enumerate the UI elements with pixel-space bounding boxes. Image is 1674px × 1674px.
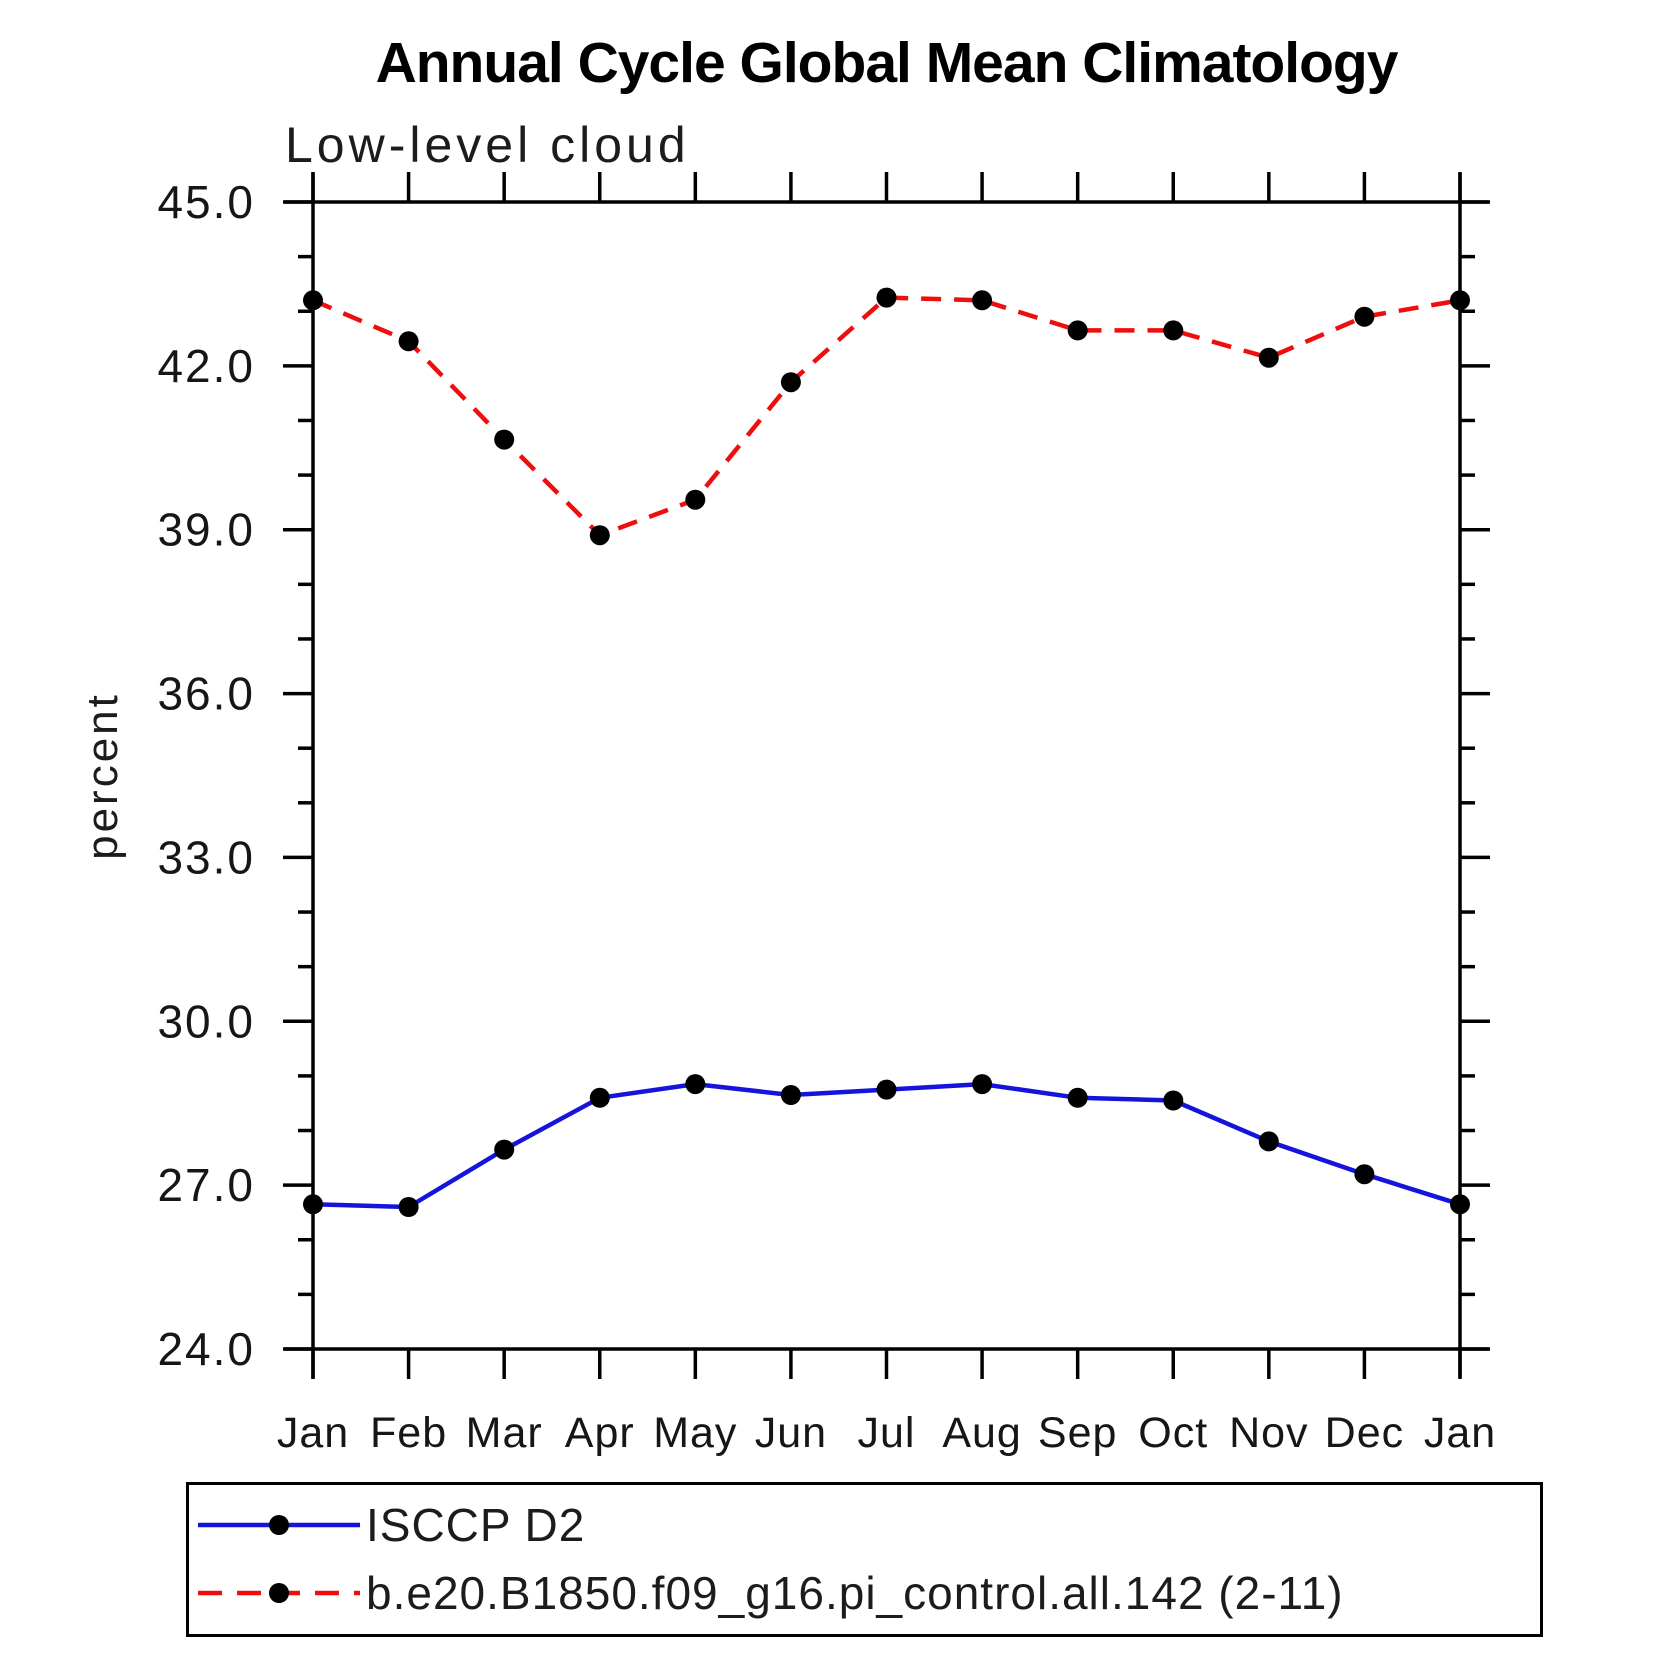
series-marker xyxy=(780,372,801,393)
x-axis-month-label: Jan xyxy=(1424,1409,1496,1457)
x-axis-month-label: Feb xyxy=(370,1409,447,1457)
series-marker xyxy=(972,1074,993,1095)
series-marker xyxy=(1354,306,1375,327)
series-marker xyxy=(1450,1194,1470,1215)
legend-marker-icon xyxy=(269,1583,289,1603)
series-marker xyxy=(876,287,897,308)
series-marker xyxy=(494,1139,515,1160)
series-marker xyxy=(1163,320,1184,341)
series-marker xyxy=(303,1194,323,1215)
series-marker xyxy=(589,1087,610,1108)
y-axis-tick-label: 45.0 xyxy=(157,176,255,228)
y-axis-tick-label: 27.0 xyxy=(157,1159,255,1211)
chart-subtitle: Low-level cloud xyxy=(285,117,690,173)
series-marker xyxy=(589,525,610,546)
y-axis-tick-label: 30.0 xyxy=(157,995,255,1047)
x-axis-month-label: May xyxy=(653,1409,737,1457)
series-marker xyxy=(685,489,706,510)
chart-title: Annual Cycle Global Mean Climatology xyxy=(375,31,1399,95)
series-marker xyxy=(1067,320,1088,341)
series-marker xyxy=(876,1079,897,1100)
x-axis-month-label: Dec xyxy=(1325,1409,1404,1457)
series-line-model xyxy=(312,295,1461,538)
x-axis-month-label: Mar xyxy=(466,1409,543,1457)
x-axis-month-label: Nov xyxy=(1229,1409,1308,1457)
series-marker xyxy=(1163,1090,1184,1111)
series-marker xyxy=(1450,290,1470,311)
x-axis-month-label: Oct xyxy=(1138,1409,1208,1457)
series-marker xyxy=(398,1197,419,1217)
series-marker xyxy=(1067,1087,1088,1108)
y-axis-tick-label: 36.0 xyxy=(157,668,255,720)
series-marker xyxy=(1354,1164,1375,1185)
x-axis-month-label: Aug xyxy=(942,1409,1022,1457)
legend-line-sample-model xyxy=(198,1583,360,1603)
legend-label-isccp: ISCCP D2 xyxy=(366,1499,586,1551)
series-marker xyxy=(685,1074,706,1095)
x-axis-month-label: Jun xyxy=(755,1409,827,1457)
legend-entry-model: b.e20.B1850.f09_g16.pi_control.all.142 (… xyxy=(194,1567,1344,1619)
series-marker xyxy=(303,290,323,311)
x-axis-month-label: Jul xyxy=(858,1409,916,1457)
legend-label-model: b.e20.B1850.f09_g16.pi_control.all.142 (… xyxy=(366,1567,1344,1619)
series-marker xyxy=(780,1085,801,1105)
series-marker xyxy=(494,429,515,450)
y-axis-tick-label: 24.0 xyxy=(157,1323,255,1375)
legend: ISCCP D2 b.e20.B1850.f09_g16.pi_control.… xyxy=(186,1482,1543,1637)
series-marker xyxy=(1258,1131,1279,1152)
y-axis-tick-label: 42.0 xyxy=(157,340,255,392)
legend-marker-icon xyxy=(269,1515,289,1535)
series-line-isccp xyxy=(312,1081,1461,1210)
y-axis-tick-label: 39.0 xyxy=(157,504,255,556)
series-marker xyxy=(972,290,993,311)
x-axis-month-label: Apr xyxy=(565,1409,635,1457)
legend-line-sample-isccp xyxy=(198,1515,360,1535)
series-marker xyxy=(398,331,419,352)
y-axis-tick-label: 33.0 xyxy=(157,831,255,883)
legend-entry-isccp: ISCCP D2 xyxy=(194,1499,585,1551)
x-axis-month-label: Sep xyxy=(1038,1409,1118,1457)
x-axis-month-label: Jan xyxy=(277,1409,349,1457)
series-marker xyxy=(1258,347,1279,368)
